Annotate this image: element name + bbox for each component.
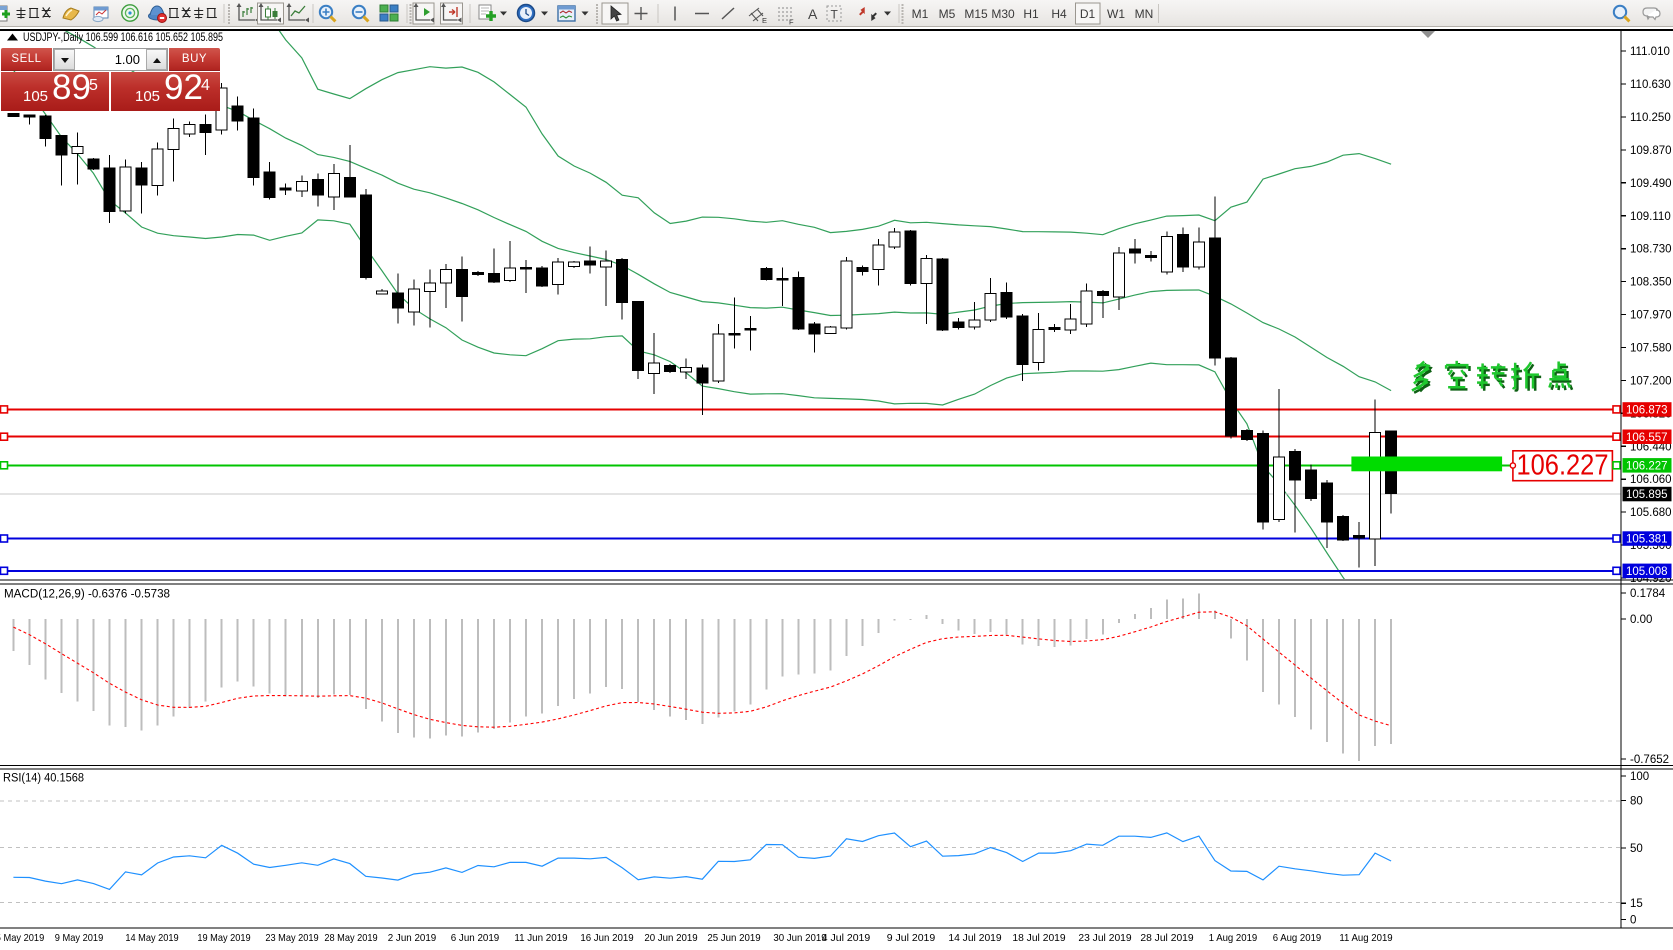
svg-text:105.381: 105.381 bbox=[1626, 534, 1668, 546]
svg-text:108.350: 108.350 bbox=[1630, 277, 1672, 289]
svg-text:H4: H4 bbox=[1051, 7, 1067, 21]
svg-text:107.970: 107.970 bbox=[1630, 310, 1672, 322]
svg-text:80: 80 bbox=[1630, 795, 1643, 807]
svg-text:110.630: 110.630 bbox=[1630, 79, 1671, 91]
svg-text:111.010: 111.010 bbox=[1630, 46, 1670, 58]
svg-text:109.870: 109.870 bbox=[1630, 145, 1672, 157]
svg-text:MACD(12,26,9) -0.6376 -0.5738: MACD(12,26,9) -0.6376 -0.5738 bbox=[4, 589, 170, 601]
svg-text:100: 100 bbox=[1630, 771, 1649, 783]
svg-text:2 Jun 2019: 2 Jun 2019 bbox=[388, 932, 437, 944]
svg-text:MN: MN bbox=[1135, 7, 1154, 21]
svg-text:6 Jun 2019: 6 Jun 2019 bbox=[451, 932, 500, 944]
svg-text:H1: H1 bbox=[1023, 7, 1039, 21]
svg-text:E: E bbox=[762, 16, 767, 25]
svg-text:M15: M15 bbox=[964, 7, 988, 21]
svg-text:105.680: 105.680 bbox=[1630, 507, 1672, 519]
svg-text:50: 50 bbox=[1630, 843, 1643, 855]
svg-text:109.110: 109.110 bbox=[1630, 211, 1671, 223]
svg-text:23 May 2019: 23 May 2019 bbox=[265, 932, 318, 944]
svg-text:6 Aug 2019: 6 Aug 2019 bbox=[1273, 932, 1322, 944]
svg-text:15: 15 bbox=[1630, 898, 1643, 910]
svg-text:-0.7652: -0.7652 bbox=[1630, 754, 1669, 766]
svg-text:A: A bbox=[808, 6, 818, 22]
svg-text:106.440: 106.440 bbox=[1630, 441, 1672, 453]
svg-text:0.1784: 0.1784 bbox=[1630, 588, 1666, 600]
svg-text:0.00: 0.00 bbox=[1630, 614, 1652, 626]
svg-text:18 Jul 2019: 18 Jul 2019 bbox=[1012, 932, 1065, 944]
svg-text:107.200: 107.200 bbox=[1630, 375, 1672, 387]
svg-text:5 May 2019: 5 May 2019 bbox=[0, 932, 44, 944]
svg-text:9 May 2019: 9 May 2019 bbox=[55, 932, 104, 944]
svg-text:14 Jul 2019: 14 Jul 2019 bbox=[948, 932, 1001, 944]
svg-text:M30: M30 bbox=[991, 7, 1015, 21]
svg-text:107.580: 107.580 bbox=[1630, 343, 1672, 355]
svg-text:106.227: 106.227 bbox=[1626, 461, 1668, 473]
svg-text:106.873: 106.873 bbox=[1626, 405, 1668, 417]
svg-text:1 Aug 2019: 1 Aug 2019 bbox=[1209, 932, 1258, 944]
svg-text:30 Jun 2019: 30 Jun 2019 bbox=[773, 932, 826, 944]
svg-text:25 Jun 2019: 25 Jun 2019 bbox=[707, 932, 760, 944]
svg-text:23 Jul 2019: 23 Jul 2019 bbox=[1078, 932, 1131, 944]
svg-text:19 May 2019: 19 May 2019 bbox=[197, 932, 250, 944]
svg-text:RSI(14) 40.1568: RSI(14) 40.1568 bbox=[3, 773, 84, 785]
svg-text:106.060: 106.060 bbox=[1630, 474, 1672, 486]
svg-text:28 May 2019: 28 May 2019 bbox=[324, 932, 377, 944]
svg-text:T: T bbox=[831, 8, 839, 22]
svg-text:108.730: 108.730 bbox=[1630, 244, 1672, 256]
svg-text:106.557: 106.557 bbox=[1626, 432, 1668, 444]
svg-text:W1: W1 bbox=[1107, 7, 1125, 21]
svg-text:110.250: 110.250 bbox=[1630, 112, 1671, 124]
svg-text:106.227: 106.227 bbox=[1517, 450, 1609, 482]
svg-text:M5: M5 bbox=[939, 7, 956, 21]
svg-text:11 Jun 2019: 11 Jun 2019 bbox=[514, 932, 567, 944]
svg-text:9 Jul 2019: 9 Jul 2019 bbox=[887, 932, 936, 944]
svg-text:105.008: 105.008 bbox=[1626, 566, 1668, 578]
svg-text:11 Aug 2019: 11 Aug 2019 bbox=[1339, 932, 1392, 944]
svg-text:14 May 2019: 14 May 2019 bbox=[125, 932, 178, 944]
svg-text:0: 0 bbox=[1630, 915, 1636, 927]
svg-text:16 Jun 2019: 16 Jun 2019 bbox=[580, 932, 633, 944]
svg-text:109.490: 109.490 bbox=[1630, 178, 1672, 190]
svg-text:USDJPY-,Daily 106.599 106.616: USDJPY-,Daily 106.599 106.616 105.652 10… bbox=[23, 32, 223, 44]
svg-text:20 Jun 2019: 20 Jun 2019 bbox=[644, 932, 697, 944]
svg-text:28 Jul 2019: 28 Jul 2019 bbox=[1140, 932, 1193, 944]
svg-text:D1: D1 bbox=[1080, 7, 1096, 21]
svg-text:4 Jul 2019: 4 Jul 2019 bbox=[822, 932, 871, 944]
svg-text:F: F bbox=[789, 18, 794, 27]
svg-text:105.895: 105.895 bbox=[1626, 489, 1668, 501]
svg-text:M1: M1 bbox=[912, 7, 929, 21]
